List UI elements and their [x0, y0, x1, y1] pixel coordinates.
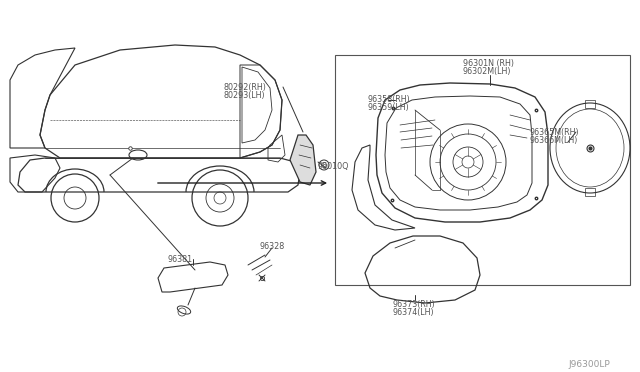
Text: 96328: 96328 — [260, 242, 285, 251]
Text: 96301N (RH): 96301N (RH) — [463, 59, 514, 68]
Text: 96358(RH): 96358(RH) — [368, 95, 411, 104]
Text: 96359(LH): 96359(LH) — [368, 103, 410, 112]
Text: 80292(RH): 80292(RH) — [224, 83, 267, 92]
Bar — [585, 100, 595, 108]
Text: 96302M(LH): 96302M(LH) — [463, 67, 511, 76]
Text: 96366M(LH): 96366M(LH) — [530, 136, 579, 145]
Bar — [335, 55, 630, 285]
Text: 96010Q: 96010Q — [318, 162, 349, 171]
Text: J96300LP: J96300LP — [568, 360, 610, 369]
Text: 96381: 96381 — [168, 255, 193, 264]
Polygon shape — [290, 135, 316, 185]
Text: 96365M(RH): 96365M(RH) — [530, 128, 580, 137]
Bar — [585, 188, 595, 196]
Text: 96373(RH): 96373(RH) — [393, 300, 436, 309]
Text: 96374(LH): 96374(LH) — [393, 308, 435, 317]
Text: 80293(LH): 80293(LH) — [224, 91, 266, 100]
